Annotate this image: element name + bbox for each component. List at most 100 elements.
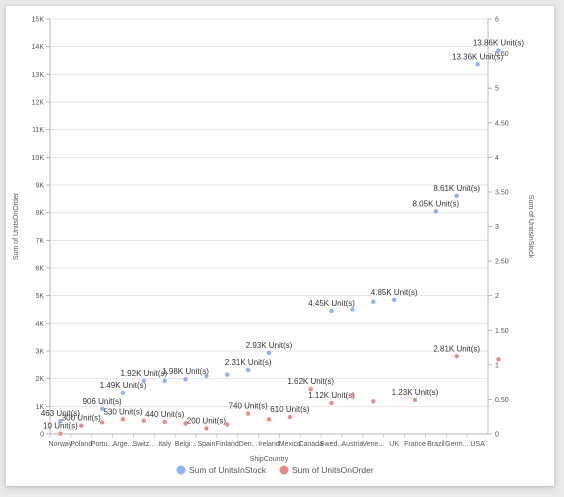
x-axis-tick-label: Italy — [158, 441, 171, 448]
x-axis-tick-label: Ireland — [258, 441, 280, 448]
data-point[interactable] — [225, 372, 230, 377]
y2-axis-tick-label: 6 — [495, 17, 499, 24]
data-point[interactable] — [350, 307, 355, 312]
y-axis-tick-label: 12K — [32, 100, 45, 107]
x-axis-tick-label: Den... — [239, 441, 258, 448]
data-point[interactable] — [58, 431, 63, 436]
data-point[interactable] — [391, 297, 397, 303]
y-axis-tick-label: 10K — [32, 155, 45, 162]
data-label: 4.85K Unit(s) — [371, 288, 418, 297]
data-point[interactable] — [162, 419, 167, 425]
x-axis-tick-label: Arge... — [113, 441, 134, 448]
legend-label[interactable]: Sum of UnitsOnOrder — [292, 465, 374, 475]
data-label: 1.12K Unit(s) — [308, 391, 355, 400]
x-axis-tick-label: USA — [470, 441, 485, 448]
data-point[interactable] — [454, 354, 459, 359]
data-point[interactable] — [120, 417, 126, 422]
data-point[interactable] — [412, 397, 418, 403]
data-point[interactable] — [308, 386, 313, 392]
data-label: 906 Unit(s) — [83, 397, 122, 406]
data-label: 1.23K Unit(s) — [392, 388, 439, 397]
data-point[interactable] — [454, 193, 459, 198]
data-label: 2.81K Unit(s) — [433, 344, 480, 353]
scatter-chart: 0 1K 2K 3K 4K 5K 6K 7K 8K 9K 10K 11K 12K 13K 14K 15K 0 0.… — [13, 17, 534, 476]
data-label: 4.45K Unit(s) — [308, 299, 355, 308]
data-label: 2.31K Unit(s) — [225, 358, 272, 367]
data-point[interactable] — [266, 417, 272, 422]
data-point[interactable] — [266, 350, 272, 356]
data-point[interactable] — [245, 411, 251, 416]
y-axis-tick-label: 7K — [35, 238, 44, 245]
data-label: 610 Unit(s) — [270, 405, 309, 414]
x-axis-tick-label: Vene... — [362, 441, 384, 448]
data-label: 8.61K Unit(s) — [433, 184, 480, 193]
x-axis-tick-label: Finland — [216, 441, 239, 448]
x-axis-tick-label: Norway — [49, 441, 73, 448]
y2-axis-tick-label: 1 — [495, 362, 499, 369]
y2-axis-tick-label: 5 — [495, 86, 499, 93]
y-axis-tick-label: 3K — [35, 349, 44, 356]
y2-axis-tick-label: 2.50 — [495, 259, 509, 266]
y2-axis-tick-label: 0 — [495, 432, 499, 439]
data-point[interactable] — [433, 209, 439, 214]
data-point[interactable] — [141, 418, 147, 423]
data-label: 1.62K Unit(s) — [287, 377, 334, 386]
y-axis-tick-label: 5K — [35, 293, 44, 300]
x-axis-tick-label: Switz... — [133, 441, 156, 448]
data-point[interactable] — [371, 399, 376, 404]
data-label: 300 Unit(s) — [62, 414, 101, 423]
data-point[interactable] — [287, 414, 293, 420]
x-axis-tick-label: Poland — [70, 441, 92, 448]
y-axis-tick-label: 2K — [35, 376, 44, 383]
y-axis-tick-label: 1K — [35, 404, 44, 411]
data-point[interactable] — [99, 420, 105, 425]
data-point[interactable] — [496, 357, 501, 362]
x-axis-tick-label: Spain — [197, 441, 215, 448]
data-label: 8.05K Unit(s) — [413, 199, 460, 208]
data-point[interactable] — [79, 423, 84, 428]
y2-axis-tick-label: 0.50 — [495, 397, 509, 404]
x-axis-tick-label: Austria — [342, 441, 364, 448]
x-axis-title: ShipCountry — [250, 456, 289, 463]
data-point[interactable] — [475, 62, 480, 67]
y2-axis-tick-label: 3.50 — [495, 189, 509, 196]
y-axis-tick-label: 15K — [32, 17, 45, 24]
x-axis-tick-label: Brazil — [427, 441, 445, 448]
data-point[interactable] — [371, 299, 376, 304]
y-axis-tick-label: 14K — [32, 44, 45, 51]
y-axis-tick-label: 0 — [40, 432, 44, 439]
y-axis-tick-label: 13K — [32, 72, 45, 79]
y-axis-tick-label: 4K — [35, 321, 44, 328]
data-point[interactable] — [204, 373, 209, 379]
data-point[interactable] — [496, 48, 501, 53]
y2-axis-tick-label: 1.50 — [495, 328, 509, 335]
data-point[interactable] — [329, 400, 334, 406]
legend-marker[interactable] — [279, 465, 289, 475]
y2-axis-tick-label: 2 — [495, 293, 499, 300]
data-point[interactable] — [99, 406, 105, 412]
data-point[interactable] — [183, 421, 188, 426]
data-point[interactable] — [183, 377, 188, 382]
data-point[interactable] — [58, 418, 63, 424]
x-axis-tick-label: Germ... — [445, 441, 468, 448]
legend-marker[interactable] — [176, 465, 186, 475]
data-point[interactable] — [350, 393, 355, 398]
data-point[interactable] — [204, 426, 209, 431]
data-point[interactable] — [329, 308, 334, 314]
data-label: 10 Unit(s) — [43, 422, 78, 431]
legend-label[interactable]: Sum of UnitsInStock — [189, 465, 267, 475]
data-point[interactable] — [120, 390, 126, 395]
data-point[interactable] — [245, 367, 251, 373]
y-axis-tick-label: 8K — [35, 210, 44, 217]
data-point[interactable] — [141, 378, 147, 384]
data-point[interactable] — [225, 422, 230, 427]
data-point[interactable] — [162, 378, 167, 384]
x-axis-tick-label: UK — [389, 441, 399, 448]
x-axis-tick-label: France — [404, 441, 426, 448]
data-label: 1.92K Unit(s) — [121, 369, 168, 378]
data-label: 1.98K Unit(s) — [162, 367, 209, 376]
chart-card: 0 1K 2K 3K 4K 5K 6K 7K 8K 9K 10K 11K 12K 13K 14K 15K 0 0.… — [6, 6, 554, 486]
data-label: 530 Unit(s) — [103, 407, 142, 416]
y2-axis-tick-label: 4.50 — [495, 120, 509, 127]
y2-axis-title: Sum of UnitsInStock — [527, 195, 534, 259]
